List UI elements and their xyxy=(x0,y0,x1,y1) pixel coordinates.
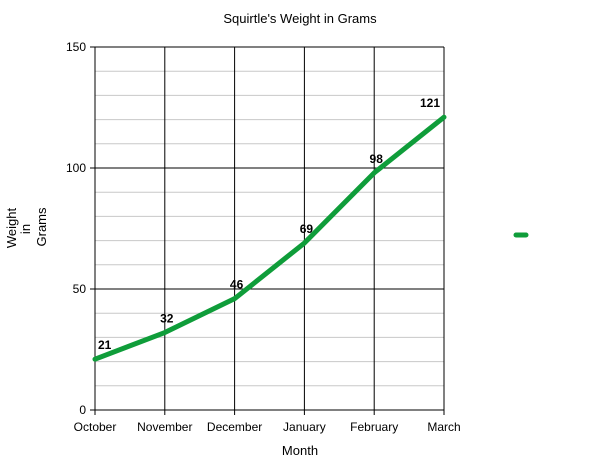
data-label: 69 xyxy=(300,222,314,236)
x-tick-label: February xyxy=(350,420,398,434)
y-axis-title-line-1: Weight xyxy=(4,208,19,249)
y-tick-label: 50 xyxy=(73,282,87,296)
data-labels: 21 32 46 69 98 121 xyxy=(98,96,440,352)
major-gridlines xyxy=(90,46,445,415)
series-group xyxy=(92,114,447,362)
y-tick-label: 150 xyxy=(66,40,86,54)
data-label: 32 xyxy=(160,312,174,326)
data-label: 46 xyxy=(230,278,244,292)
data-label: 98 xyxy=(370,152,384,166)
x-tick-label: January xyxy=(283,420,326,434)
x-tick-label: November xyxy=(137,420,192,434)
data-label: 21 xyxy=(98,338,112,352)
x-tick-label: October xyxy=(74,420,117,434)
data-label: 121 xyxy=(420,96,440,110)
y-axis-title-line-2: in xyxy=(18,224,33,234)
y-tick-label: 100 xyxy=(66,161,86,175)
y-axis-title-line-3: Grams xyxy=(34,207,49,247)
y-tick-labels: 0 50 100 150 xyxy=(66,40,86,417)
x-tick-label: March xyxy=(427,420,460,434)
x-tick-labels: October November December January February Ma… xyxy=(74,420,461,434)
x-tick-label: December xyxy=(207,420,262,434)
chart-title: Squirtle's Weight in Grams xyxy=(223,11,377,26)
series-line xyxy=(92,114,447,362)
y-tick-label: 0 xyxy=(79,403,86,417)
x-axis-title: Month xyxy=(282,443,318,458)
